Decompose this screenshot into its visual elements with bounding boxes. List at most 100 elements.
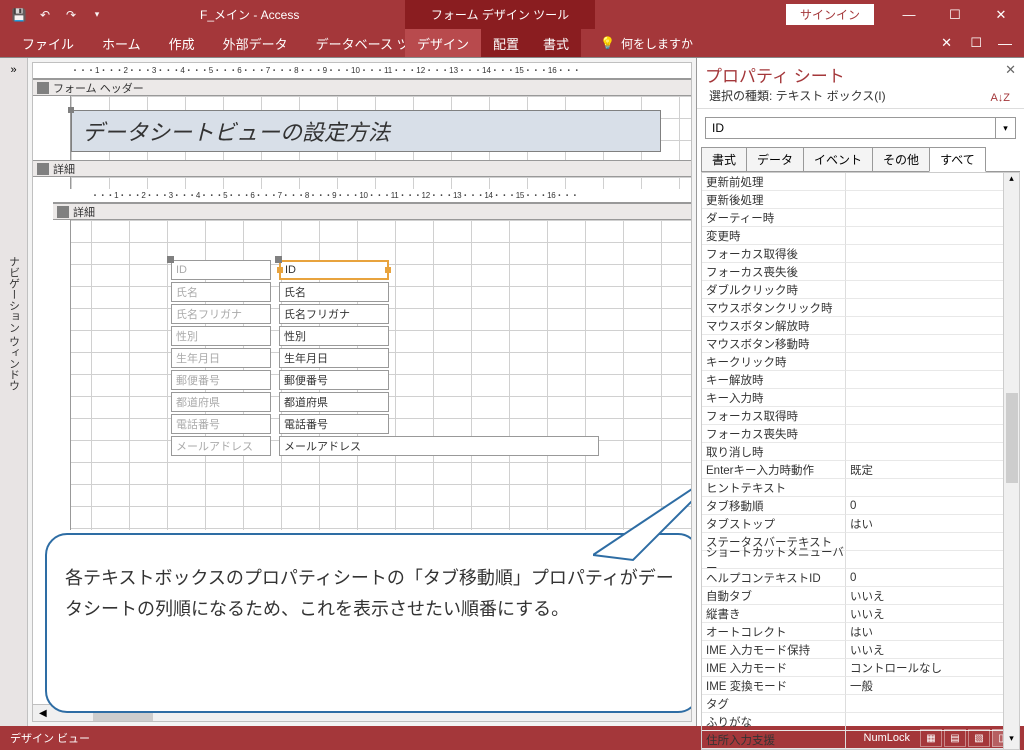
field-label[interactable]: 氏名フリガナ	[171, 304, 271, 324]
property-value[interactable]	[846, 551, 1003, 569]
property-value[interactable]	[846, 263, 1003, 281]
property-value[interactable]: はい	[846, 623, 1003, 641]
ribbon-tab[interactable]: 作成	[155, 29, 209, 57]
property-row[interactable]: 更新後処理	[702, 191, 1003, 209]
field-textbox[interactable]: 郵便番号	[279, 370, 389, 390]
property-row[interactable]: ダーティー時	[702, 209, 1003, 227]
form-header-section-bar[interactable]: フォーム ヘッダー	[33, 79, 691, 96]
scroll-up-icon[interactable]: ▴	[1004, 173, 1019, 189]
field-label[interactable]: 電話番号	[171, 414, 271, 434]
property-value[interactable]: 既定	[846, 461, 1003, 479]
property-tab[interactable]: すべて	[929, 147, 986, 172]
property-row[interactable]: IME 入力モードコントロールなし	[702, 659, 1003, 677]
property-value[interactable]	[846, 191, 1003, 209]
section-selector-icon[interactable]	[37, 82, 49, 94]
property-value[interactable]	[846, 371, 1003, 389]
property-row[interactable]: フォーカス喪失時	[702, 425, 1003, 443]
property-row[interactable]: 取り消し時	[702, 443, 1003, 461]
property-value[interactable]: はい	[846, 515, 1003, 533]
property-scrollbar[interactable]: ▴ ▾	[1003, 173, 1019, 749]
resize-handle[interactable]	[68, 107, 74, 113]
detail-outer-grid[interactable]	[33, 177, 691, 189]
section-selector-icon[interactable]	[37, 163, 49, 175]
dropdown-icon[interactable]: ▾	[996, 117, 1016, 139]
property-row[interactable]: キー解放時	[702, 371, 1003, 389]
property-value[interactable]	[846, 317, 1003, 335]
resize-handle[interactable]	[275, 256, 282, 263]
field-textbox[interactable]: 氏名フリガナ	[279, 304, 389, 324]
field-label[interactable]: 生年月日	[171, 348, 271, 368]
property-row[interactable]: タブストップはい	[702, 515, 1003, 533]
property-row[interactable]: フォーカス取得時	[702, 407, 1003, 425]
property-value[interactable]	[846, 335, 1003, 353]
property-value[interactable]: いいえ	[846, 605, 1003, 623]
property-row[interactable]: マウスボタンクリック時	[702, 299, 1003, 317]
close-button[interactable]: ✕	[978, 0, 1024, 29]
scroll-down-icon[interactable]: ▾	[1004, 733, 1019, 749]
scroll-left-icon[interactable]: ◀	[33, 708, 53, 719]
property-row[interactable]: IME 変換モード一般	[702, 677, 1003, 695]
property-row[interactable]: ダブルクリック時	[702, 281, 1003, 299]
property-row[interactable]: マウスボタン解放時	[702, 317, 1003, 335]
ribbon-context-tab[interactable]: デザイン	[405, 29, 481, 57]
property-row[interactable]: 縦書きいいえ	[702, 605, 1003, 623]
property-value[interactable]: コントロールなし	[846, 659, 1003, 677]
qat-dropdown-icon[interactable]: ▾	[86, 4, 108, 26]
ribbon-context-tab[interactable]: 配置	[481, 29, 531, 57]
close-property-sheet-icon[interactable]: ✕	[1005, 62, 1016, 78]
field-textbox[interactable]: 電話番号	[279, 414, 389, 434]
property-row[interactable]: マウスボタン移動時	[702, 335, 1003, 353]
property-value[interactable]	[846, 353, 1003, 371]
field-label[interactable]: 氏名	[171, 282, 271, 302]
field-label[interactable]: 都道府県	[171, 392, 271, 412]
section-selector-icon[interactable]	[57, 206, 69, 218]
property-row[interactable]: タグ	[702, 695, 1003, 713]
ribbon-tab[interactable]: 外部データ	[209, 29, 302, 57]
property-value[interactable]	[846, 695, 1003, 713]
property-tab[interactable]: データ	[746, 147, 804, 171]
property-tab[interactable]: イベント	[803, 147, 873, 171]
property-row[interactable]: キー入力時	[702, 389, 1003, 407]
property-value[interactable]	[846, 443, 1003, 461]
field-textbox[interactable]: メールアドレス	[279, 436, 599, 456]
property-value[interactable]	[846, 389, 1003, 407]
ribbon-close-icon[interactable]: ✕	[941, 35, 952, 51]
property-row[interactable]: 自動タブいいえ	[702, 587, 1003, 605]
property-row[interactable]: 変更時	[702, 227, 1003, 245]
property-row[interactable]: ヒントテキスト	[702, 479, 1003, 497]
form-view-icon[interactable]: ▦	[920, 729, 942, 747]
field-textbox[interactable]: 氏名	[279, 282, 389, 302]
field-textbox[interactable]: 性別	[279, 326, 389, 346]
property-value[interactable]	[846, 227, 1003, 245]
property-value[interactable]	[846, 173, 1003, 191]
property-row[interactable]: キークリック時	[702, 353, 1003, 371]
ribbon-collapse-icon[interactable]: —	[998, 35, 1012, 51]
property-row[interactable]: ヘルプコンテキストID0	[702, 569, 1003, 587]
property-value[interactable]: 0	[846, 569, 1003, 587]
property-value[interactable]	[846, 245, 1003, 263]
property-row[interactable]: 更新前処理	[702, 173, 1003, 191]
property-value[interactable]	[846, 281, 1003, 299]
field-label[interactable]: ID	[171, 260, 271, 280]
property-row[interactable]: ショートカットメニューバー	[702, 551, 1003, 569]
signin-button[interactable]: サインイン	[786, 4, 874, 25]
property-value[interactable]	[846, 299, 1003, 317]
detail-section-bar-outer[interactable]: 詳細	[33, 160, 691, 177]
redo-icon[interactable]: ↷	[60, 4, 82, 26]
resize-handle[interactable]	[167, 256, 174, 263]
field-textbox[interactable]: 都道府県	[279, 392, 389, 412]
property-value[interactable]	[846, 407, 1003, 425]
property-row[interactable]: オートコレクトはい	[702, 623, 1003, 641]
property-value[interactable]	[846, 479, 1003, 497]
property-row[interactable]: Enterキー入力時動作既定	[702, 461, 1003, 479]
field-label[interactable]: 郵便番号	[171, 370, 271, 390]
ribbon-tab[interactable]: ファイル	[8, 29, 88, 57]
property-row[interactable]: フォーカス喪失後	[702, 263, 1003, 281]
property-value[interactable]: 0	[846, 497, 1003, 515]
property-object-selector[interactable]: ID ▾	[705, 117, 1016, 139]
property-value[interactable]	[846, 209, 1003, 227]
ribbon-context-tab[interactable]: 書式	[531, 29, 581, 57]
field-label[interactable]: メールアドレス	[171, 436, 271, 456]
maximize-button[interactable]: ☐	[932, 0, 978, 29]
property-row[interactable]: タブ移動順0	[702, 497, 1003, 515]
